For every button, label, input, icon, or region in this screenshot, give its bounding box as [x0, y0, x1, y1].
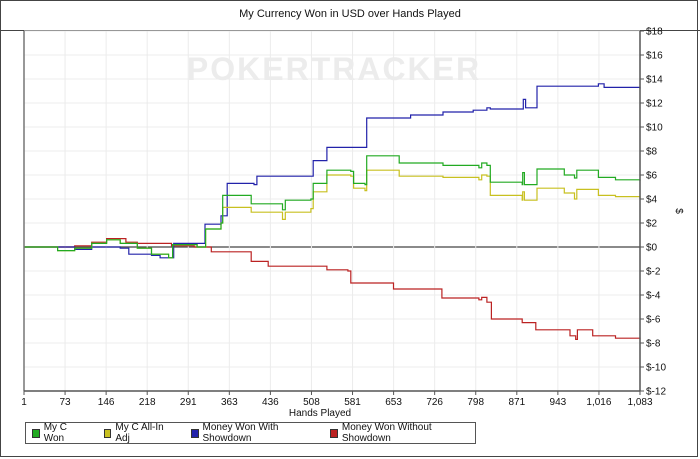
legend-swatch: [32, 428, 40, 438]
series-line-money-won-without-showdown: [24, 238, 641, 340]
series-line-my-c-all-in-adj: [24, 169, 641, 259]
series-line-my-c-won: [24, 155, 641, 259]
y-tick-label: $2: [646, 219, 658, 230]
x-tick-label: 726: [426, 397, 443, 408]
x-tick-label: 943: [550, 397, 567, 408]
x-tick-label: 653: [385, 397, 402, 408]
legend-item: My C Won: [32, 422, 82, 444]
x-tick-label: 291: [180, 397, 197, 408]
x-axis-label: Hands Played: [289, 408, 351, 419]
series-lines: [24, 83, 641, 340]
y-tick-label: $-10: [646, 363, 666, 374]
legend-item: My C All-In Adj: [103, 422, 169, 444]
y-tick-label: $-2: [646, 267, 661, 278]
y-tick-label: $-12: [646, 387, 666, 398]
legend-swatch: [330, 428, 338, 438]
legend-label: Money Won With Showdown: [202, 422, 279, 444]
x-tick-label: 798: [467, 397, 484, 408]
legend-label: My C Won: [43, 422, 68, 444]
y-axis-label: $: [673, 208, 684, 214]
y-tick-label: $18: [646, 27, 663, 38]
x-tick-label: 146: [98, 397, 115, 408]
x-tick-label: 218: [139, 397, 156, 408]
x-tick-label: 363: [221, 397, 238, 408]
legend-swatch: [190, 428, 199, 438]
watermark: POKERTRACKER: [187, 51, 481, 87]
y-tick-label: $8: [646, 147, 658, 158]
legend-item: Money Won With Showdown: [190, 422, 308, 444]
legend: My C Won My C All-In Adj Money Won With Sh…: [25, 422, 476, 444]
y-tick-label: $-8: [646, 339, 661, 350]
legend-label: Money Won Without Showdown: [341, 422, 432, 444]
y-tick-label: $0: [646, 243, 658, 254]
y-tick-label: $16: [646, 51, 663, 62]
chart-title: My Currency Won in USD over Hands Played: [239, 8, 461, 20]
x-tick-label: 436: [262, 397, 279, 408]
x-tick-label: 1: [21, 397, 27, 408]
x-tick-label: 508: [303, 397, 320, 408]
x-tick-label: 1,083: [627, 397, 652, 408]
y-tick-label: $14: [646, 75, 663, 86]
y-tick-label: $12: [646, 99, 663, 110]
y-tick-label: $-4: [646, 291, 661, 302]
y-tick-label: $6: [646, 171, 658, 182]
x-tick-label: 871: [508, 397, 525, 408]
y-tick-label: $10: [646, 123, 663, 134]
legend-label: My C All-In Adj: [115, 422, 164, 444]
x-tick-label: 73: [60, 397, 72, 408]
x-tick-label: 581: [344, 397, 361, 408]
y-tick-label: $4: [646, 195, 658, 206]
legend-item: Money Won Without Showdown: [330, 422, 459, 444]
x-tick-label: 1,016: [586, 397, 611, 408]
y-tick-label: $-6: [646, 315, 661, 326]
axes: $18 $16 $14 $12 $10 $8 $6 $4 $2 $0 $-2 $-4 $-6 $-8 $-1…: [21, 27, 666, 409]
legend-swatch: [103, 428, 112, 438]
